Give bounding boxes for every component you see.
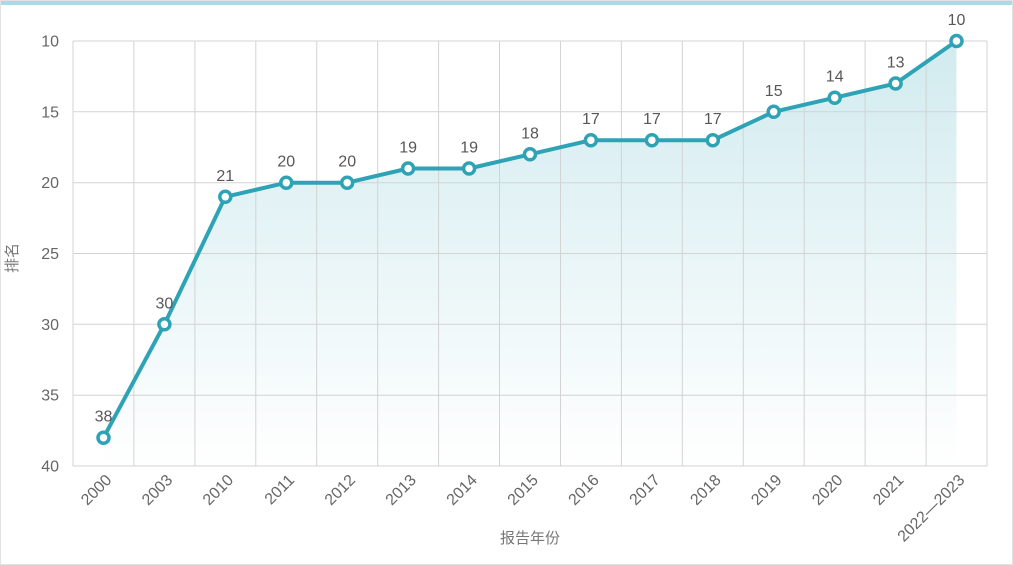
grid-lines [72,40,988,467]
data-label: 18 [521,125,539,142]
x-axis-tick-label: 2016 [566,472,603,509]
x-axis-tick-label: 2013 [383,472,420,509]
data-point-marker [827,90,842,105]
y-axis-tick-label: 15 [41,104,59,121]
x-axis-tick-label: 2003 [139,472,176,509]
data-point-marker [400,161,416,176]
x-axis-tick-label: 2012 [322,472,359,509]
data-label: 19 [399,140,417,157]
data-label: 20 [277,154,295,171]
y-axis-tick-label: 25 [41,246,59,263]
x-axis-tick-label: 2015 [505,472,542,509]
data-point-marker [157,317,172,332]
data-point-marker [949,33,964,49]
x-axis-tick-label: 2021 [870,472,907,509]
x-axis-tick-label: 2020 [809,472,846,509]
x-axis-tick-label: 2000 [78,472,115,509]
data-point-marker [705,132,721,148]
data-point-marker [522,147,538,162]
data-label: 19 [460,140,478,157]
y-axis-title: 排名 [4,243,21,273]
data-label: 20 [338,154,356,171]
data-point-marker [96,430,111,445]
top-accent-strip [1,1,1012,5]
y-axis-tick-label: 30 [41,317,59,334]
data-point-marker [339,175,355,190]
data-point-marker [279,175,294,190]
data-point-marker [218,189,233,205]
data-label: 14 [826,69,844,86]
data-label: 30 [156,295,174,312]
x-axis-tick-label: 2010 [200,472,237,509]
data-point-marker [461,161,477,176]
y-axis-tick-label: 35 [41,388,59,405]
x-axis-title: 报告年份 [500,530,560,547]
data-point-marker [766,104,781,120]
data-label: 17 [704,111,722,128]
data-point-marker [583,132,599,148]
data-point-marker [888,76,903,91]
x-axis-tick-label: 2017 [627,472,664,509]
x-axis-tick-label: 2019 [748,472,785,509]
data-label: 21 [216,168,234,185]
y-axis-tick-label: 40 [41,459,59,476]
data-label: 17 [582,111,600,128]
x-axis-tick-label: 2018 [687,472,724,509]
data-label: 38 [95,409,113,426]
data-label: 15 [765,83,783,100]
data-label: 13 [887,55,905,72]
data-label: 17 [643,111,661,128]
x-axis-tick-label: 2011 [262,472,298,508]
y-axis-tick-label: 20 [41,175,59,192]
data-label: 10 [948,12,966,29]
x-axis-tick-label: 2014 [444,472,481,509]
data-point-marker [644,132,660,148]
y-axis-tick-label: 10 [41,34,59,51]
